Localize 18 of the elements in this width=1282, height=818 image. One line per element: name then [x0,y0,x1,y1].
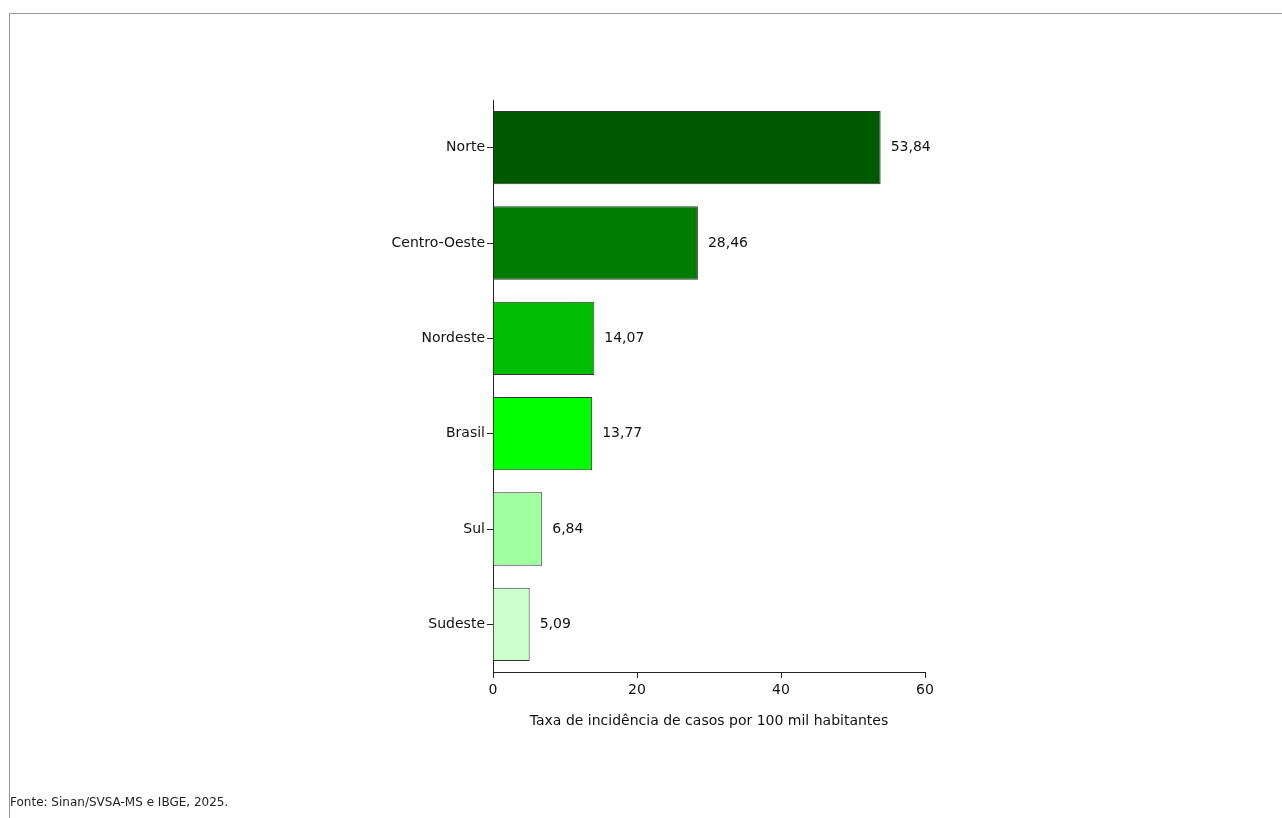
y-tick-label: Sul [463,519,485,536]
source-note: Fonte: Sinan/SVSA-MS e IBGE, 2025. [10,795,229,809]
x-tick-label: 0 [488,681,498,698]
x-tick-label: 20 [628,681,646,698]
data-label: 28,46 [707,233,749,250]
data-label: 6,84 [552,519,584,536]
x-tick-label: 60 [916,681,934,698]
data-label: 14,07 [604,328,645,345]
data-label: 13,77 [602,424,643,441]
x-tick-label: 40 [772,681,790,698]
data-label: 53,84 [890,138,931,155]
y-tick-label: Sudeste [428,614,485,631]
y-tick-label: Brasil [445,424,485,441]
x-axis-title: Taxa de incidência de casos por 100 mil habitantes [528,712,889,729]
y-tick-label: Centro-Oeste [391,233,485,250]
y-tick-label: Norte [446,138,485,155]
data-label: 5,09 [539,614,571,631]
y-tick-label: Nordeste [421,328,485,345]
